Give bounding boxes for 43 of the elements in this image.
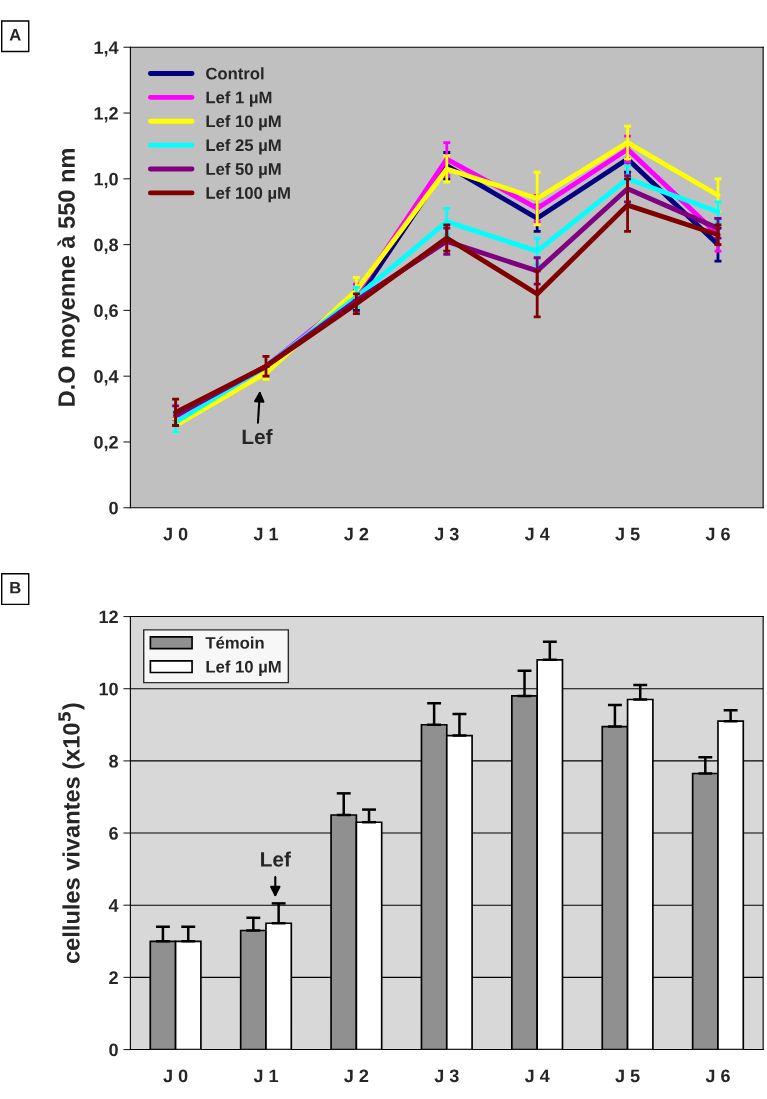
y-tick-label: 1,0: [94, 172, 118, 189]
x-tick-label: J 4: [524, 527, 550, 541]
annotation: Lef: [261, 851, 291, 867]
y-tick-label: 8: [109, 754, 119, 768]
x-tick-label: J 5: [615, 527, 640, 541]
legend-label: Control: [206, 67, 264, 80]
chart-title: B: [10, 581, 21, 594]
y-axis-title: cellules vivantes (x10$^{5}$): [58, 703, 85, 964]
annotation: Lef: [242, 428, 273, 445]
y-tick-label: 0: [109, 1043, 118, 1057]
x-tick-label: J 4: [524, 1069, 550, 1083]
x-tick-label: J 1: [253, 527, 279, 541]
y-tick-label: 2: [109, 971, 118, 984]
x-tick-label: J 0: [163, 1069, 188, 1083]
y-tick-label: 1,4: [94, 41, 119, 57]
legend-label: Témoin: [205, 636, 264, 649]
legend-label: Lef 100 µM: [206, 186, 290, 203]
y-tick-label: 12: [99, 610, 118, 624]
legend-label: Lef 50 µM: [206, 162, 281, 179]
x-tick-label: J 3: [434, 1069, 459, 1083]
y-tick-label: 0,4: [94, 370, 119, 386]
legend-label: Lef 10 µM: [206, 660, 281, 676]
x-tick-label: J 6: [705, 1069, 730, 1083]
y-tick-label: 0,6: [94, 304, 118, 320]
x-tick-label: J 6: [705, 527, 730, 541]
legend-label: Lef 10 µM: [206, 115, 281, 131]
chart-title: A: [9, 29, 21, 41]
x-tick-label: J 5: [615, 1069, 640, 1083]
y-tick-label: 0,2: [94, 435, 118, 452]
legend-label: Lef 1 µM: [206, 91, 272, 107]
y-tick-label: 0: [109, 501, 118, 515]
x-tick-label: J 0: [163, 527, 188, 541]
y-tick-label: 6: [109, 826, 118, 840]
y-axis-title: D.O moyenne à 550 nm: [57, 149, 80, 406]
y-tick-label: 0,8: [94, 238, 119, 254]
x-tick-label: J 3: [434, 527, 459, 541]
x-tick-label: J 2: [344, 527, 369, 541]
y-tick-label: 10: [99, 682, 118, 696]
x-tick-label: J 1: [253, 1069, 279, 1083]
y-tick-label: 1,2: [94, 106, 118, 123]
x-tick-label: J 2: [344, 1069, 369, 1083]
y-tick-label: 4: [108, 899, 119, 912]
legend-label: Lef 25 µM: [206, 138, 281, 155]
